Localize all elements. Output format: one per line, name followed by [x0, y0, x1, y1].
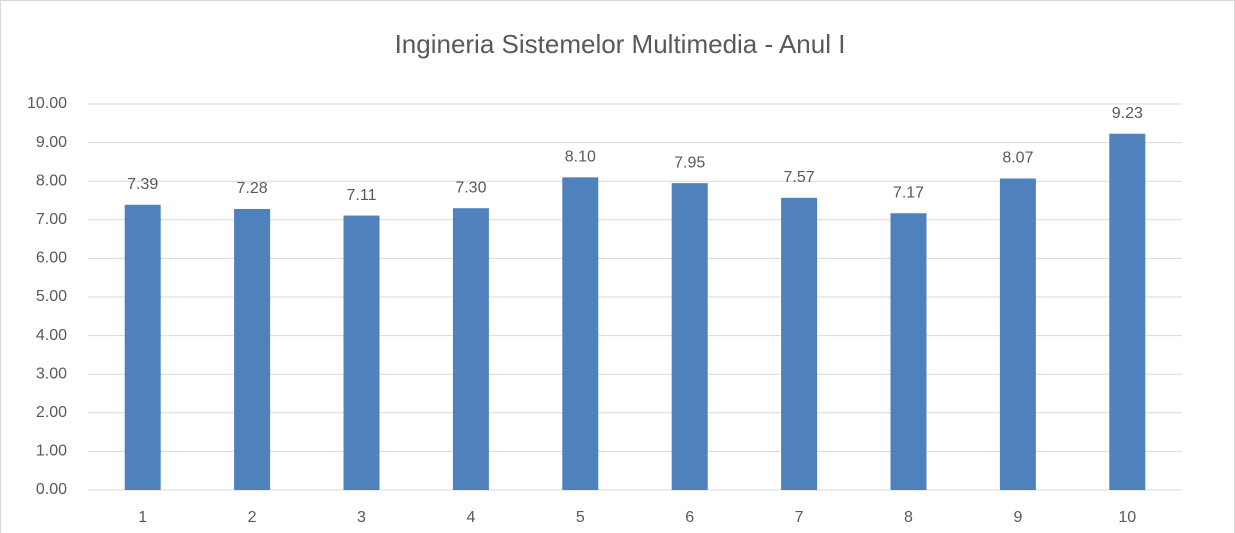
x-tick-label: 7	[795, 509, 804, 526]
data-label: 7.57	[784, 169, 815, 186]
x-tick-label: 8	[904, 509, 913, 526]
x-tick-label: 4	[466, 509, 475, 526]
x-tick-label: 2	[248, 509, 257, 526]
bar	[343, 215, 380, 490]
y-tick-label: 4.00	[36, 327, 67, 344]
bar	[234, 208, 271, 490]
x-tick-label: 6	[685, 509, 694, 526]
chart-title: Ingineria Sistemelor Multimedia - Anul I	[395, 29, 846, 59]
y-tick-label: 5.00	[36, 288, 67, 305]
data-label: 7.28	[237, 180, 268, 197]
data-label: 7.17	[893, 184, 924, 201]
data-label: 8.10	[565, 149, 596, 166]
y-tick-label: 0.00	[36, 481, 67, 498]
y-tick-label: 10.00	[27, 95, 67, 112]
y-tick-label: 2.00	[36, 404, 67, 421]
bar	[562, 177, 599, 490]
data-label: 7.30	[455, 179, 486, 196]
x-tick-label: 3	[357, 509, 366, 526]
data-label: 7.95	[674, 154, 705, 171]
bar	[781, 197, 818, 490]
data-label: 8.07	[1002, 150, 1033, 167]
bar	[671, 183, 708, 490]
x-tick-label: 5	[576, 509, 585, 526]
bar	[452, 208, 489, 490]
bar	[124, 204, 161, 490]
bar	[999, 178, 1036, 491]
y-tick-label: 7.00	[36, 211, 67, 228]
x-tick-label: 1	[138, 509, 147, 526]
x-tick-label: 9	[1013, 509, 1022, 526]
data-label: 7.39	[127, 176, 158, 193]
y-tick-label: 8.00	[36, 172, 67, 189]
y-tick-label: 9.00	[36, 134, 67, 151]
y-tick-label: 1.00	[36, 443, 67, 460]
data-label: 9.23	[1112, 105, 1143, 122]
bar	[890, 213, 927, 490]
y-tick-label: 6.00	[36, 250, 67, 267]
data-label: 7.11	[347, 187, 377, 204]
bar	[1109, 133, 1146, 491]
y-tick-label: 3.00	[36, 365, 67, 382]
x-tick-label: 10	[1118, 509, 1136, 526]
